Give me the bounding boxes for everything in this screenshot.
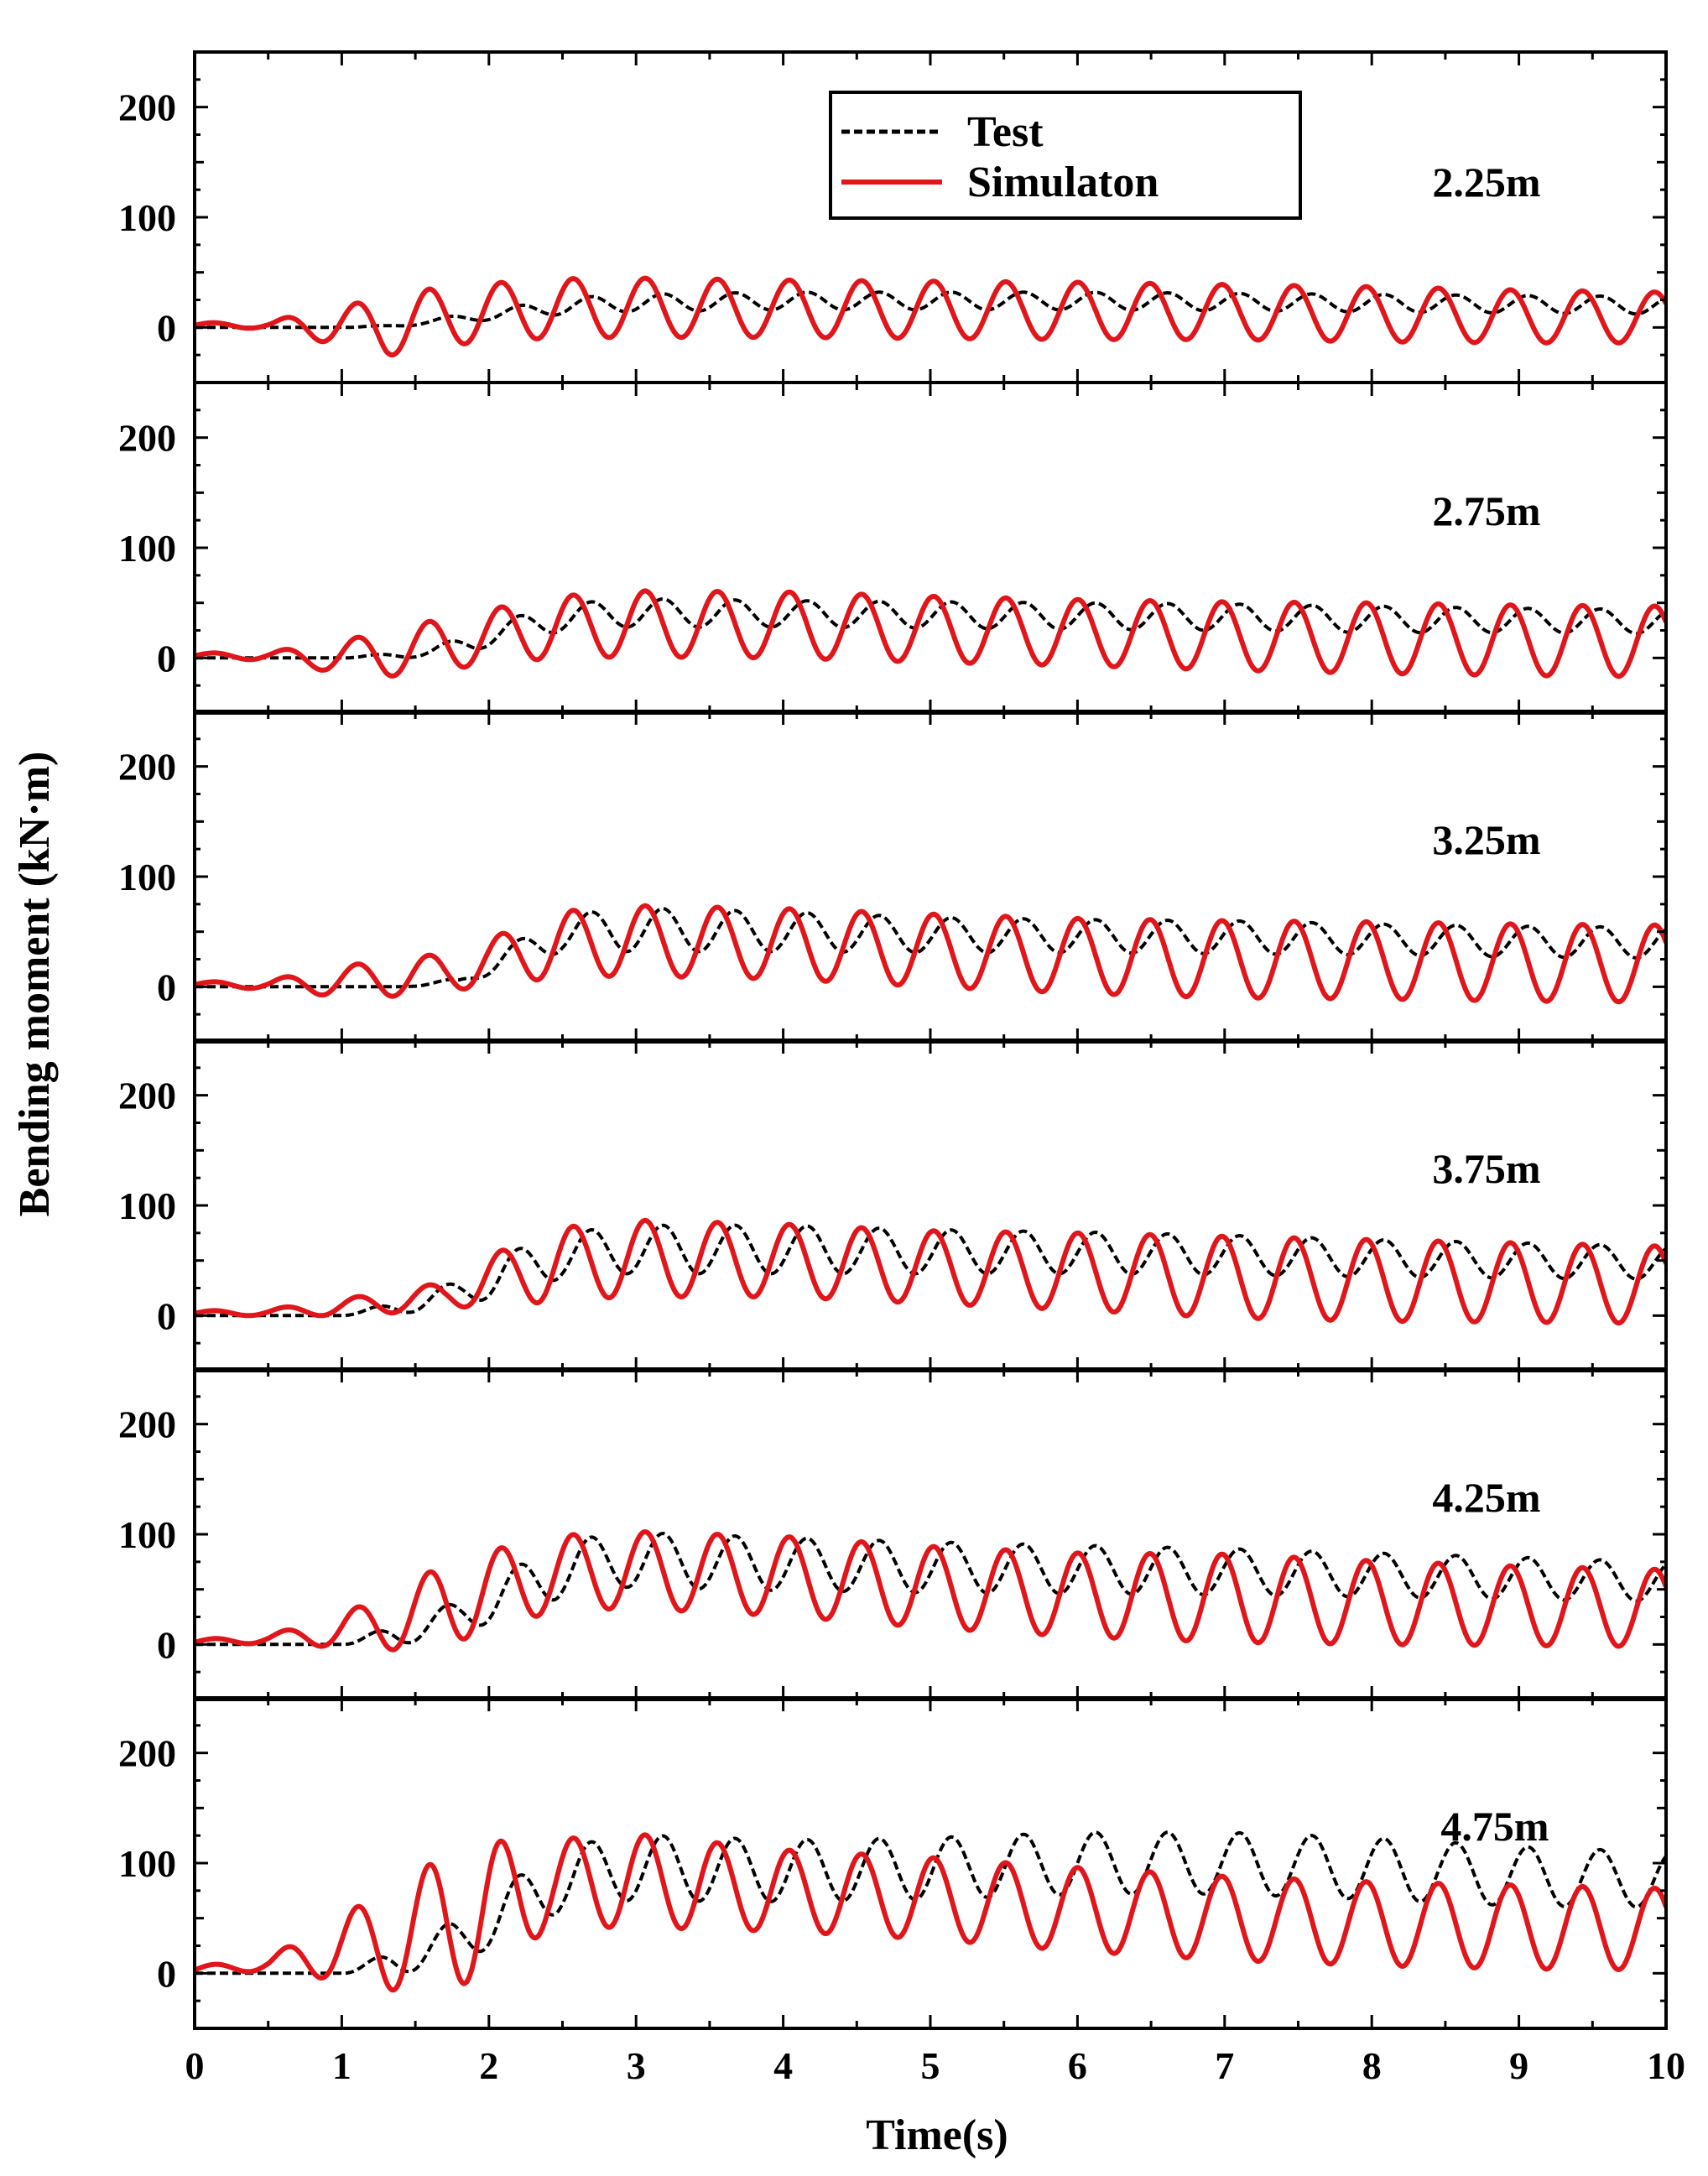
panel-frame: [193, 1039, 1668, 1372]
x-tick-label: 3: [627, 2044, 646, 2087]
panel-3.75m: 0 100 200 3.75m: [118, 1039, 1668, 1372]
panel-label: 4.75m: [1440, 1803, 1549, 1850]
x-tick-label: 5: [921, 2044, 940, 2087]
simulation-line-3.25m: [195, 903, 1666, 1005]
legend-box: [829, 91, 1302, 220]
panel-label: 4.25m: [1432, 1474, 1540, 1521]
test-line-3.75m: [195, 1223, 1666, 1318]
panel-frame: [193, 1367, 1668, 1701]
legend: Test Simulaton: [829, 91, 1302, 220]
y-tick-label: 100: [118, 527, 176, 570]
x-tick-label: 6: [1068, 2044, 1087, 2087]
legend-simulation-label: Simulaton: [967, 159, 1159, 206]
x-tick-label: 4: [773, 2044, 793, 2087]
y-tick-label: 0: [157, 1623, 176, 1666]
panels-group: 01002002.25m01002002.75m01002003.25m0100…: [118, 50, 1685, 2087]
y-tick-label: 100: [118, 856, 176, 898]
panel-label: 3.75m: [1432, 1145, 1540, 1192]
x-tick-label: 9: [1509, 2044, 1528, 2087]
simulation-line-4.75m: [195, 1832, 1666, 1993]
panel-frame: [193, 710, 1668, 1044]
y-tick-label: 0: [157, 306, 176, 349]
simulation-line-2.25m: [195, 275, 1666, 358]
simulation-line-3.75m: [195, 1217, 1666, 1326]
y-tick-label: 200: [118, 417, 176, 460]
panel-3.25m: 0 100 200 3.25m: [118, 710, 1668, 1044]
panel-label: 2.25m: [1432, 159, 1540, 206]
y-axis-title: Bending moment (kN·m): [11, 752, 59, 1217]
y-tick-label: 200: [118, 1075, 176, 1117]
panel-4.25m: 0 100 200 4.25m: [118, 1367, 1668, 1701]
panel-frame: [193, 381, 1668, 715]
y-tick-label: 100: [118, 1842, 176, 1885]
x-tick-label: 10: [1647, 2044, 1685, 2087]
x-tick-label: 7: [1215, 2044, 1234, 2087]
y-tick-label: 200: [118, 86, 176, 129]
panel-label: 2.75m: [1432, 487, 1540, 534]
simulation-line-2.75m: [195, 588, 1666, 679]
x-axis-title: Time(s): [866, 2111, 1008, 2159]
panel-2.75m: 0 100 200 2.75m: [118, 381, 1668, 715]
y-tick-label: 0: [157, 1294, 176, 1337]
x-tick-label: 1: [332, 2044, 351, 2087]
legend-test-label: Test: [967, 108, 1044, 156]
y-tick-label: 0: [157, 1952, 176, 1995]
y-tick-label: 0: [157, 637, 176, 679]
y-tick-label: 200: [118, 1403, 176, 1446]
x-tick-label: 0: [185, 2044, 205, 2087]
panel-4.75m: 0 100 200 4.75m 0 1 2 3 4 5 6 7 8 9 10: [118, 1696, 1685, 2087]
simulation-line-4.25m: [195, 1529, 1666, 1653]
y-tick-label: 100: [118, 196, 176, 239]
test-line-3.25m: [195, 907, 1666, 989]
y-tick-label: 100: [118, 1184, 176, 1227]
x-tick-label: 8: [1362, 2044, 1382, 2087]
y-tick-label: 0: [157, 966, 176, 1008]
y-tick-label: 200: [118, 1732, 176, 1775]
x-tick-label: 2: [479, 2044, 498, 2087]
panel-label: 3.25m: [1432, 816, 1540, 863]
y-tick-label: 200: [118, 746, 176, 789]
y-tick-label: 100: [118, 1513, 176, 1556]
test-line-4.25m: [195, 1532, 1666, 1647]
panel-2.25m: 0 100 200 2.25m: [118, 50, 1668, 384]
